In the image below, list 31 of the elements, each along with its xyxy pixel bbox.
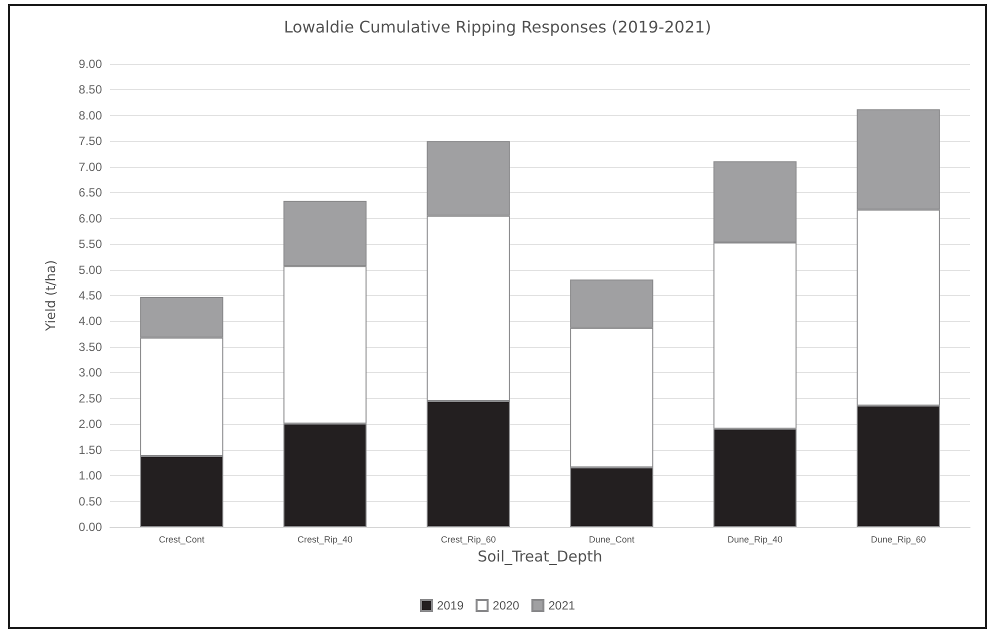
x-tick-label: Crest_Rip_40 [297,534,353,544]
x-axis-title: Soil_Treat_Depth [478,548,602,566]
y-tick-label: 7.50 [78,134,102,148]
y-tick-label: 8.00 [78,108,102,122]
x-tick-label: Dune_Cont [588,534,635,544]
y-tick-label: 4.00 [78,314,102,328]
y-tick-label: 5.50 [78,237,102,252]
y-tick-label: 4.50 [78,288,102,302]
y-tick-label: 1.00 [78,468,102,483]
y-tick-label: 2.50 [78,391,102,406]
legend-label: 2021 [548,598,576,612]
y-tick-label: 3.50 [78,340,102,354]
chart-title: Lowaldie Cumulative Ripping Responses (2019-2021) [284,18,712,36]
y-tick-label: 0.00 [78,520,102,534]
y-tick-label: 1.50 [78,442,102,457]
y-tick-label: 7.00 [78,160,102,174]
x-tick-label: Crest_Cont [158,534,205,544]
y-tick-label: 3.00 [78,366,102,380]
x-tick-label: Dune_Rip_40 [727,534,783,544]
y-tick-label: 6.00 [78,211,102,226]
y-tick-label: 5.00 [78,262,102,277]
y-tick-label: 9.00 [78,57,102,71]
x-tick-label: Dune_Rip_60 [870,534,926,544]
y-tick-label: 0.50 [78,494,102,508]
y-tick-label: 6.50 [78,186,102,200]
x-tick-label: Crest_Rip_60 [440,534,496,544]
legend-label: 2019 [436,598,464,612]
y-tick-label: 8.50 [78,82,102,97]
y-axis-title: Yield (t/ha) [44,260,59,332]
y-tick-label: 2.00 [78,417,102,432]
legend-label: 2020 [492,598,520,612]
